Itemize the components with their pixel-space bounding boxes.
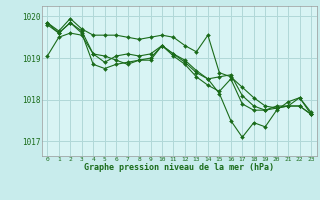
X-axis label: Graphe pression niveau de la mer (hPa): Graphe pression niveau de la mer (hPa) xyxy=(84,163,274,172)
